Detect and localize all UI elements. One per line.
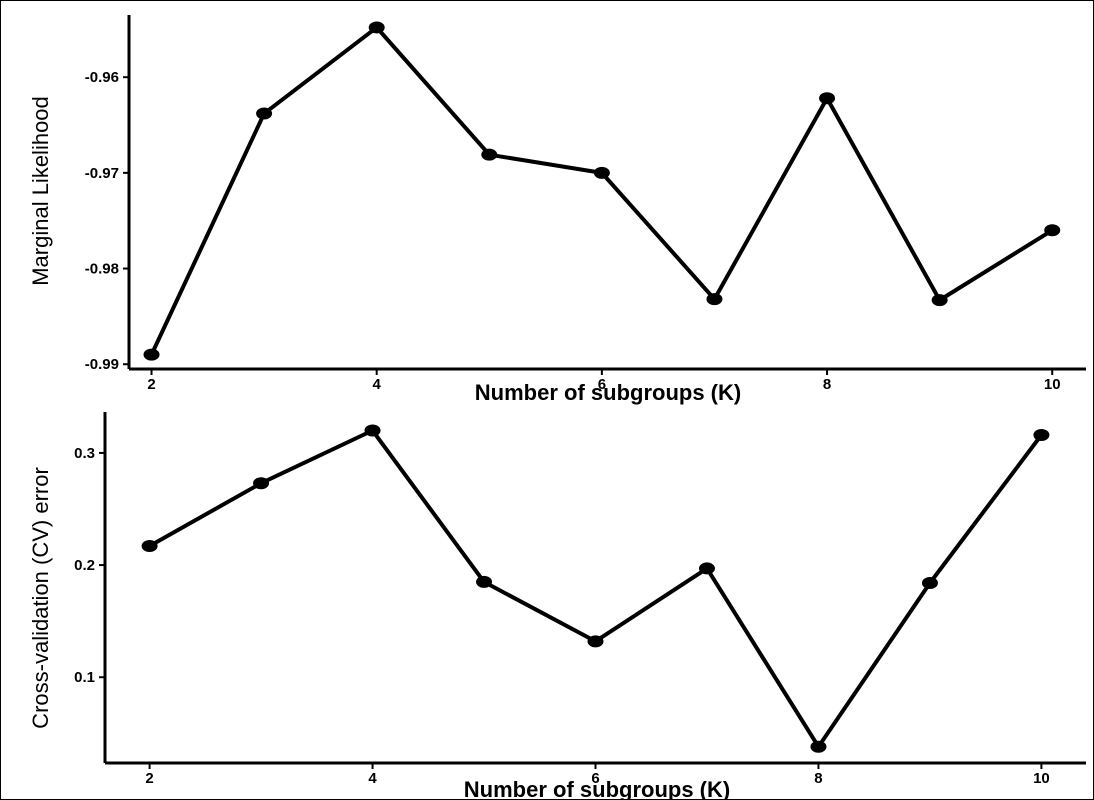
data-point xyxy=(481,148,498,161)
axes xyxy=(103,412,1086,765)
ticks: 2 4 6 8 10 0.1 0.2 0.3 xyxy=(74,445,1050,787)
x-axis-title: Number of subgroups (K) xyxy=(464,777,730,799)
x-tick-label: 2 xyxy=(145,770,153,787)
x-tick-label: 4 xyxy=(373,376,382,393)
data-point xyxy=(256,107,273,120)
y-axis-title: Cross-validation (CV) error xyxy=(28,467,53,729)
data-point xyxy=(141,540,158,553)
data-point xyxy=(476,575,493,588)
series-line xyxy=(148,428,1044,749)
series-marks xyxy=(143,21,1061,361)
series-line xyxy=(149,25,1054,356)
y-axis-title: Marginal Likelihood xyxy=(28,96,53,286)
data-point xyxy=(698,562,715,575)
data-point xyxy=(921,577,938,590)
cv-error-panel: Cross-validation (CV) error Number of su… xyxy=(28,412,1086,799)
ticks: 2 4 6 8 10 -0.99 -0.98 -0.97 -0.96 xyxy=(85,69,1061,393)
x-axis-title: Number of subgroups (K) xyxy=(475,380,741,405)
x-tick-label: 2 xyxy=(147,376,155,393)
axes xyxy=(127,15,1086,371)
y-tick-label: -0.96 xyxy=(85,69,119,86)
y-tick-label: 0.3 xyxy=(74,445,95,462)
y-tick-label: -0.98 xyxy=(85,261,119,278)
series-marks xyxy=(141,424,1050,753)
data-point xyxy=(931,294,948,307)
x-tick-label: 6 xyxy=(598,376,606,393)
x-tick-label: 6 xyxy=(591,770,599,787)
data-point xyxy=(1044,224,1061,237)
y-tick-label: -0.99 xyxy=(85,356,119,373)
x-tick-label: 8 xyxy=(823,376,831,393)
data-point xyxy=(593,166,610,179)
x-tick-label: 4 xyxy=(368,770,377,787)
data-point xyxy=(1033,428,1050,441)
x-tick-label: 10 xyxy=(1033,770,1050,787)
y-tick-label: 0.2 xyxy=(74,557,95,574)
y-tick-label: -0.97 xyxy=(85,165,119,182)
y-tick-label: 0.1 xyxy=(74,669,95,686)
data-point xyxy=(364,424,381,437)
x-tick-label: 8 xyxy=(814,770,822,787)
data-point xyxy=(706,293,723,306)
data-point xyxy=(819,92,836,105)
data-point xyxy=(253,477,270,490)
data-point xyxy=(143,348,160,361)
data-point xyxy=(587,635,604,648)
data-point xyxy=(368,21,385,34)
x-tick-label: 10 xyxy=(1044,376,1061,393)
marginal-likelihood-panel: Marginal Likelihood Number of subgroups … xyxy=(28,15,1086,405)
data-point xyxy=(810,740,827,753)
